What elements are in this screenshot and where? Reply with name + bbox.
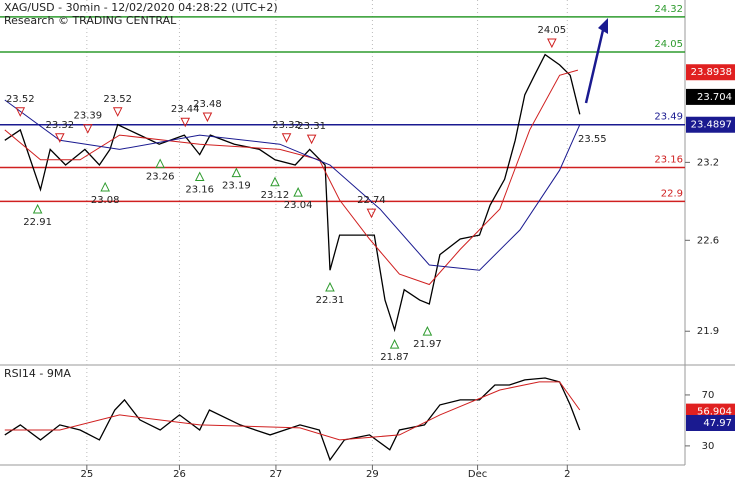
high-marker — [547, 38, 557, 49]
low-label: 21.87 — [380, 352, 409, 363]
x-tick-label: Dec — [468, 469, 487, 480]
high-label: 23.52 — [6, 94, 35, 105]
low-label: 22.91 — [23, 217, 52, 228]
price-tag-label: 56.904 — [697, 407, 732, 418]
low-label: 23.08 — [91, 195, 120, 206]
projection-arrow — [584, 29, 605, 104]
low-label: 23.12 — [261, 190, 290, 201]
arrow-head — [598, 18, 608, 34]
panel-title: RSI14 - 9MA — [4, 367, 71, 380]
price-tag — [686, 88, 735, 105]
high-marker — [15, 107, 26, 117]
price-tag-label: 23.8938 — [691, 67, 732, 78]
low-marker — [325, 281, 335, 292]
price-tag — [686, 415, 735, 431]
high-marker — [202, 112, 213, 123]
chart-subtitle: Research © TRADING CENTRAL — [4, 14, 177, 27]
high-label: 23.48 — [193, 99, 222, 110]
annotation: 23.55 — [578, 134, 607, 145]
price-tag — [686, 116, 735, 133]
low-marker — [293, 187, 303, 197]
high-label: 23.39 — [73, 111, 102, 122]
low-label: 23.16 — [185, 185, 214, 196]
low-marker — [270, 176, 280, 187]
high-label: 23.31 — [297, 121, 326, 132]
x-tick-label: 2 — [564, 469, 570, 480]
x-tick-label: 27 — [270, 469, 283, 480]
low-marker — [422, 326, 433, 336]
level-label: 23.49 — [654, 112, 683, 123]
high-label: 23.32 — [272, 120, 301, 131]
y-tick-label: 22.6 — [697, 235, 719, 246]
low-label: 22.31 — [316, 295, 345, 306]
high-marker — [306, 134, 317, 145]
high-marker — [112, 107, 123, 117]
high-marker — [55, 133, 65, 143]
price-tag — [686, 64, 735, 81]
low-marker — [194, 171, 205, 182]
series-line — [4, 69, 579, 286]
level-label: 24.32 — [654, 4, 683, 15]
level-label: 23.16 — [654, 155, 683, 166]
low-marker — [100, 181, 110, 192]
low-marker — [231, 167, 242, 178]
high-label: 22.74 — [357, 195, 386, 206]
high-marker — [180, 117, 191, 128]
low-marker — [155, 158, 165, 169]
high-label: 23.32 — [45, 120, 74, 131]
low-label: 21.97 — [413, 339, 442, 350]
chart-title: XAG/USD - 30min - 12/02/2020 04:28:22 (U… — [4, 1, 278, 14]
plot-layer: 25 26 27 29 Dec 2 23.2 22.6 21.9 70 30 24.32 24.05 23… — [0, 0, 719, 480]
low-marker — [389, 339, 400, 349]
x-tick-label: 26 — [173, 469, 186, 480]
y-tick-label: 70 — [702, 390, 715, 401]
level-label: 22.9 — [661, 188, 683, 199]
price-tag-label: 23.704 — [697, 92, 732, 103]
high-label: 23.52 — [103, 94, 132, 105]
price-tag-label: 23.4897 — [691, 120, 732, 131]
y-tick-label: 23.2 — [697, 157, 719, 168]
high-marker — [281, 133, 292, 143]
high-label: 24.05 — [538, 25, 567, 36]
high-label: 23.44 — [171, 104, 200, 115]
x-tick-label: 25 — [80, 469, 93, 480]
low-label: 23.26 — [146, 172, 175, 183]
level-label: 24.05 — [654, 39, 683, 50]
low-marker — [32, 203, 43, 214]
low-label: 23.04 — [284, 200, 313, 211]
y-tick-label: 30 — [702, 441, 715, 452]
high-marker — [82, 124, 93, 134]
y-tick-label: 21.9 — [697, 326, 719, 337]
series-line — [4, 381, 581, 441]
series-line — [4, 99, 581, 271]
low-label: 23.19 — [222, 181, 251, 192]
x-tick-label: 29 — [366, 469, 379, 480]
series-line — [4, 377, 581, 462]
high-marker — [366, 208, 377, 219]
price-tag-label: 47.97 — [703, 418, 732, 429]
series-line — [4, 53, 581, 333]
